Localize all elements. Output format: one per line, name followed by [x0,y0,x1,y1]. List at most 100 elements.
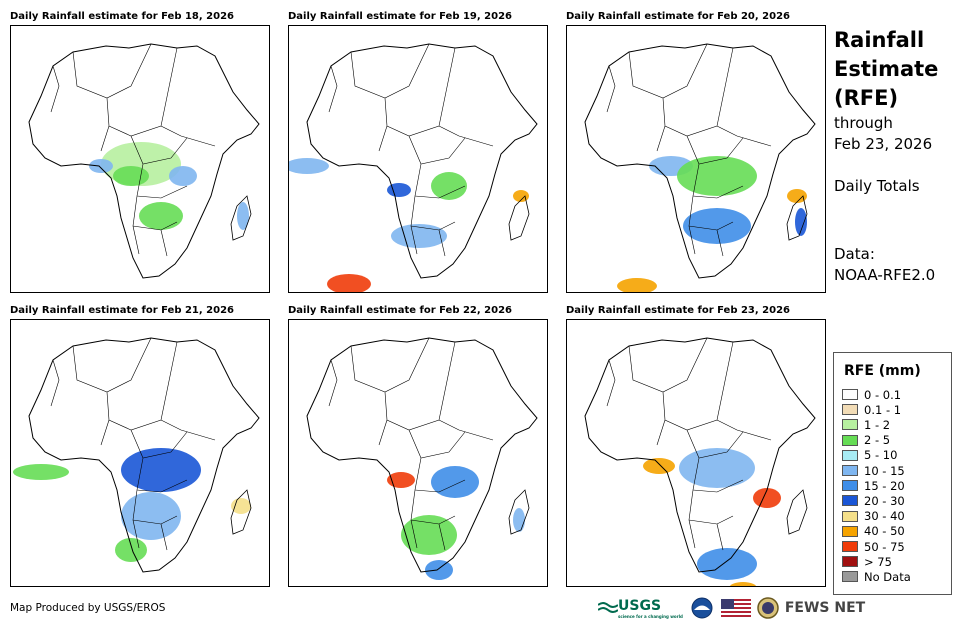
usgs-logo: USGS science for a changing world [598,598,683,619]
rainfall-patch [617,278,657,292]
rainfall-patch [401,515,457,555]
africa-map [584,43,816,292]
legend-title: RFE (mm) [844,363,921,379]
rainfall-map [10,319,270,587]
legend-swatch [842,556,858,568]
panel-title: Daily Rainfall estimate for Feb 23, 2026 [566,305,790,316]
africa-map [28,43,260,279]
country-border [508,489,530,535]
country-border [50,337,216,551]
rainfall-patch [387,183,411,197]
rainfall-patch [13,464,69,480]
country-border [328,337,494,551]
legend-label: 15 - 20 [864,478,905,493]
country-border [786,489,808,535]
legend-swatch [842,541,858,552]
legend-item: 15 - 20 [842,478,905,493]
country-border [28,337,260,573]
legend-label: 50 - 75 [864,539,905,554]
logo-strip: USGS science for a changing world FEWS N… [598,596,865,620]
rainfall-patch [683,208,751,244]
legend-item: 50 - 75 [842,539,905,554]
map-panel-feb23: Daily Rainfall estimate for Feb 23, 2026 [566,304,836,599]
legend-swatch [842,449,858,461]
legend-swatch [842,419,858,431]
legend-label: 40 - 50 [864,524,905,539]
legend-swatch [842,571,858,583]
legend-swatch [842,389,858,400]
map-panel-feb18: Daily Rainfall estimate for Feb 18, 2026 [10,10,280,305]
continent-fill [307,338,537,572]
country-border [606,337,772,551]
legend-swatch [842,404,858,416]
legend-item: 5 - 10 [842,448,897,463]
legend-label: No Data [864,569,911,584]
fews-net-wordmark: FEWS NET [784,600,866,616]
country-border [786,195,808,241]
rainfall-patch [327,274,371,292]
country-border [584,337,816,573]
rainfall-map [288,319,548,587]
panel-title: Daily Rainfall estimate for Feb 19, 2026 [288,11,512,22]
legend-item: 0 - 0.1 [842,387,901,402]
country-border [328,43,494,257]
rainfall-patch [391,224,447,248]
rainfall-patch [729,582,757,586]
legend-label: 5 - 10 [864,448,898,463]
legend-swatch [842,510,858,522]
through-date: Feb 23, 2026 [834,135,933,153]
africa-map [13,337,260,573]
country-border [306,43,538,279]
legend-label: 20 - 30 [864,493,905,508]
country-border [584,43,816,279]
rainfall-map [288,25,548,293]
legend-label: 0 - 0.1 [864,387,902,402]
legend-item: 10 - 15 [842,463,905,478]
legend-item: 30 - 40 [842,509,905,524]
africa-map [584,337,816,586]
rainfall-patch [795,208,807,236]
legend-item: 2 - 5 [842,433,890,448]
legend-swatch [842,480,858,492]
rainfall-patch [643,458,675,474]
legend-swatch [842,495,858,507]
panel-title: Daily Rainfall estimate for Feb 21, 2026 [10,305,234,316]
legend-label: 10 - 15 [864,463,905,478]
rainfall-patch [231,498,251,514]
legend-item: > 75 [842,554,892,569]
legend-item: 0.1 - 1 [842,402,901,417]
rainfall-patch [115,538,147,562]
rainfall-patch [697,548,757,580]
rainfall-patch [121,492,181,540]
usgs-wordmark: USGS [618,597,662,614]
legend-swatch [842,525,858,537]
legend-item: 1 - 2 [842,417,890,432]
country-border [508,195,530,241]
us-flag-icon [720,599,751,617]
country-border [230,195,252,241]
noaa-logo-icon [691,597,713,619]
through-text: through [834,114,893,132]
rainfall-patch [431,466,479,498]
rainfall-map [566,319,826,587]
legend-item: 40 - 50 [842,524,905,539]
title-line: Estimate [834,57,939,81]
rainfall-patch [753,488,781,508]
rainfall-patch [513,508,525,532]
country-border [306,337,538,573]
rainfall-patch [425,560,453,580]
rainfall-patch [677,156,757,196]
map-panel-feb19: Daily Rainfall estimate for Feb 19, 2026 [288,10,558,305]
map-panel-feb22: Daily Rainfall estimate for Feb 22, 2026 [288,304,558,599]
africa-map [306,337,538,580]
africa-map [289,43,538,292]
continent-fill [307,44,537,278]
data-source: NOAA-RFE2.0 [834,266,936,284]
legend-swatch [842,434,858,446]
map-panel-feb21: Daily Rainfall estimate for Feb 21, 2026 [10,304,280,599]
panel-title: Daily Rainfall estimate for Feb 18, 2026 [10,11,234,22]
legend-label: > 75 [864,554,892,569]
legend-label: 1 - 2 [864,417,891,432]
rainfall-patch [431,172,467,200]
